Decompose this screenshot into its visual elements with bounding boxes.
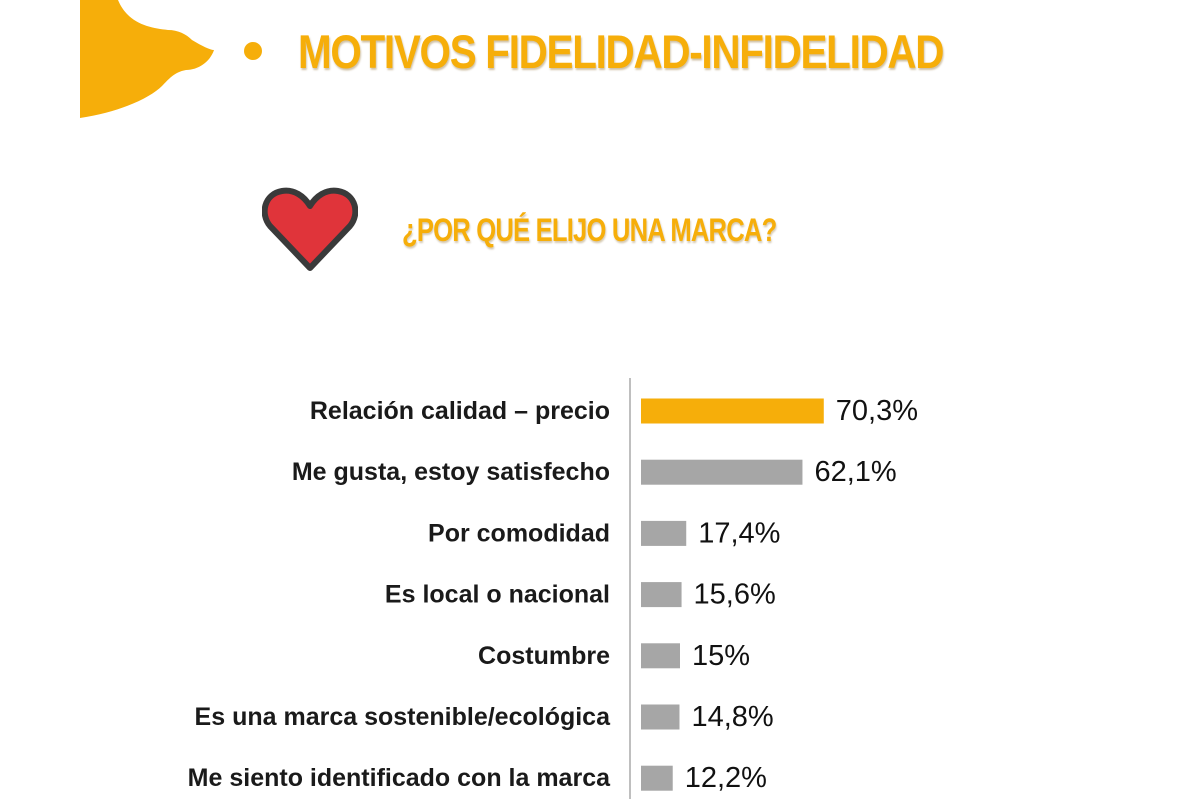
value-label: 17,4% xyxy=(698,517,780,549)
heart-shape xyxy=(262,187,358,271)
value-label: 15% xyxy=(692,640,750,672)
bar xyxy=(641,398,824,424)
bar xyxy=(641,765,673,791)
value-label: 14,8% xyxy=(691,701,773,733)
bar xyxy=(641,459,803,485)
category-label: Relación calidad – precio xyxy=(310,397,610,425)
bar-chart: Relación calidad – precio 70,3% Me gusta, … xyxy=(188,378,918,799)
value-label: 15,6% xyxy=(694,579,776,611)
decoration-dot xyxy=(244,42,262,60)
value-label: 62,1% xyxy=(814,456,896,488)
bar xyxy=(641,520,687,546)
value-label: 70,3% xyxy=(836,395,918,427)
page-title: MOTIVOS FIDELIDAD-INFIDELIDAD xyxy=(298,25,945,78)
category-label: Me siento identificado con la marca xyxy=(188,764,611,792)
category-label: Me gusta, estoy satisfecho xyxy=(292,458,610,486)
category-label: Costumbre xyxy=(478,642,610,670)
category-label: Es local o nacional xyxy=(385,581,610,609)
category-label: Es una marca sostenible/ecológica xyxy=(195,703,612,731)
bar xyxy=(641,704,680,730)
chart-question-title: ¿POR QUÉ ELIJO UNA MARCA? xyxy=(402,212,777,248)
bar xyxy=(641,643,680,669)
heart-icon xyxy=(262,187,358,271)
decoration-wave-shape xyxy=(80,0,214,118)
category-label: Por comodidad xyxy=(428,519,610,547)
orange-circles-decoration xyxy=(80,0,262,118)
bar xyxy=(641,582,682,608)
value-label: 12,2% xyxy=(685,762,767,794)
